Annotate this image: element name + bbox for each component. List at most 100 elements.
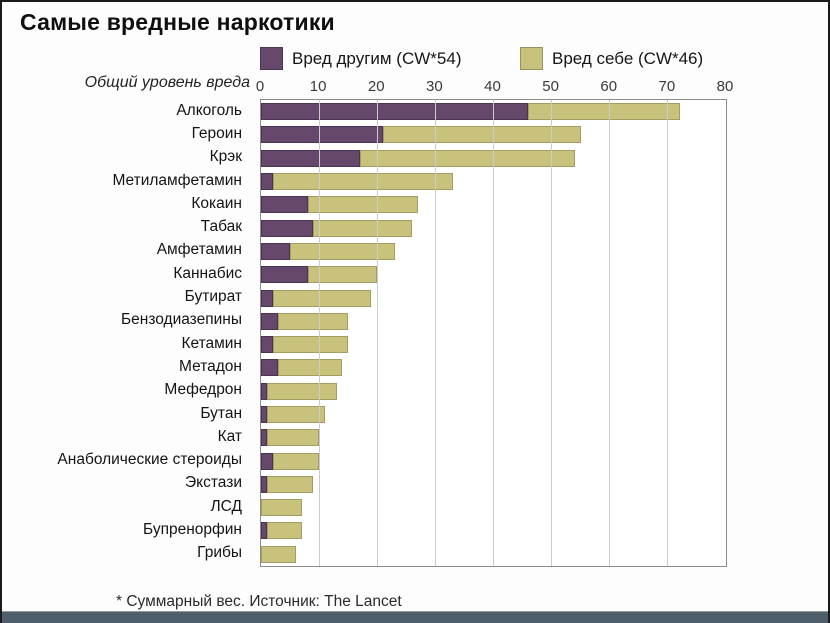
legend-label: Вред себе (CW*46) (552, 48, 704, 68)
x-tick-label: 70 (658, 78, 676, 95)
category-label: Кетамин (181, 334, 242, 352)
harm-to-self-bar (383, 126, 581, 144)
harm-to-self-bar (272, 289, 372, 307)
harm-to-others-bar (261, 103, 529, 121)
bar-row (261, 147, 726, 170)
category-label: Анаболические стероиды (57, 451, 242, 469)
harm-to-others-bar (261, 382, 267, 400)
harm-to-others-bar (261, 406, 267, 423)
harm-to-self-bar (278, 312, 349, 330)
harm-to-self-bar (266, 475, 314, 493)
bar-row (261, 286, 726, 309)
category-label: Кокаин (191, 194, 242, 212)
harm-to-self-bar (266, 406, 325, 423)
harm-to-others-bar (261, 359, 279, 377)
harm-to-others-bar (261, 522, 267, 540)
harm-to-others-bar (261, 219, 314, 237)
category-label: Амфетамин (156, 241, 242, 259)
harm-to-others-swatch (260, 47, 283, 70)
bar-row (261, 100, 726, 123)
category-label: Алкоголь (176, 101, 242, 119)
harm-to-others-bar (261, 289, 273, 307)
harm-to-self-bar (261, 499, 302, 517)
category-label: Каннабис (173, 264, 242, 282)
bar-rows (261, 100, 726, 566)
bar-row (261, 356, 726, 379)
x-tick-label: 30 (426, 78, 443, 95)
gridline (551, 100, 553, 566)
bar-row (261, 473, 726, 496)
bar-row (261, 426, 726, 449)
gridline (493, 100, 494, 566)
category-label: Бупренорфин (143, 520, 242, 538)
category-label: Табак (200, 218, 242, 236)
harm-to-self-bar (266, 382, 337, 400)
category-label: Бутират (184, 288, 242, 306)
category-label: Бутан (200, 404, 242, 422)
category-label: Крэк (209, 148, 242, 166)
harm-to-self-bar (266, 522, 302, 540)
bottom-frame-bar (2, 611, 828, 623)
harm-to-self-bar (313, 219, 413, 237)
bar-row (261, 216, 726, 239)
harm-to-others-bar (261, 126, 384, 144)
harm-to-self-bar (266, 429, 320, 447)
plot-area (260, 99, 727, 567)
legend-item-harm-to-self: Вред себе (CW*46) (520, 47, 703, 70)
category-label: ЛСД (210, 497, 242, 515)
gridline (667, 100, 669, 566)
x-tick-label: 10 (309, 78, 327, 95)
harm-to-others-bar (261, 336, 273, 354)
gridline (318, 100, 320, 566)
harm-to-self-bar (272, 452, 320, 470)
x-axis-ticks: 0 10 20 30 40 50 60 70 80 (256, 78, 734, 96)
harm-to-self-bar (272, 173, 453, 191)
harm-to-others-bar (261, 312, 279, 330)
x-tick-label: 20 (367, 78, 385, 95)
bar-row (261, 193, 726, 216)
gridline (376, 100, 378, 566)
category-label: Метадон (179, 357, 242, 375)
harm-to-others-bar (261, 173, 273, 191)
bar-row (261, 519, 726, 542)
harm-to-others-bar (261, 242, 291, 260)
harm-to-self-bar (272, 336, 349, 354)
source-note: * Суммарный вес. Источник: The Lancet (116, 593, 402, 610)
harm-to-others-bar (261, 452, 273, 470)
harm-to-self-bar (307, 196, 418, 214)
bar-row (261, 333, 726, 356)
harm-to-others-bar (261, 475, 267, 493)
x-tick-label: 80 (716, 78, 734, 95)
harm-to-others-bar (261, 266, 308, 284)
harm-to-others-bar (261, 196, 308, 214)
harm-to-self-bar (261, 545, 296, 563)
bar-row (261, 310, 726, 333)
bar-row (261, 123, 726, 146)
bar-row (261, 263, 726, 286)
axis-caption: Общий уровень вреда (84, 74, 250, 91)
bar-row (261, 170, 726, 193)
bar-row (261, 543, 726, 566)
gridline (609, 100, 611, 566)
category-label: Героин (191, 124, 242, 142)
legend-item-harm-to-others: Вред другим (CW*54) (260, 47, 461, 70)
x-tick-label: 60 (600, 78, 618, 95)
category-label: Мефедрон (164, 381, 242, 399)
harm-to-self-swatch (520, 47, 543, 70)
category-label: Метиламфетамин (112, 171, 242, 189)
category-labels: Алкоголь Героин Крэк Метиламфетамин Кокаин Та… (2, 99, 251, 565)
legend-label: Вред другим (CW*54) (292, 48, 462, 68)
harm-to-others-bar (261, 149, 360, 167)
harm-to-self-bar (278, 359, 343, 377)
category-label: Бензодиазепины (120, 311, 242, 329)
page-title: Самые вредные наркотики (20, 9, 335, 35)
category-label: Экстази (185, 474, 242, 492)
bar-row (261, 240, 726, 263)
harm-to-others-bar (261, 429, 267, 447)
category-label: Кат (217, 427, 242, 445)
bar-row (261, 403, 726, 426)
harm-to-self-bar (528, 103, 680, 121)
harm-to-self-bar (290, 242, 395, 260)
harm-to-self-bar (359, 149, 575, 167)
